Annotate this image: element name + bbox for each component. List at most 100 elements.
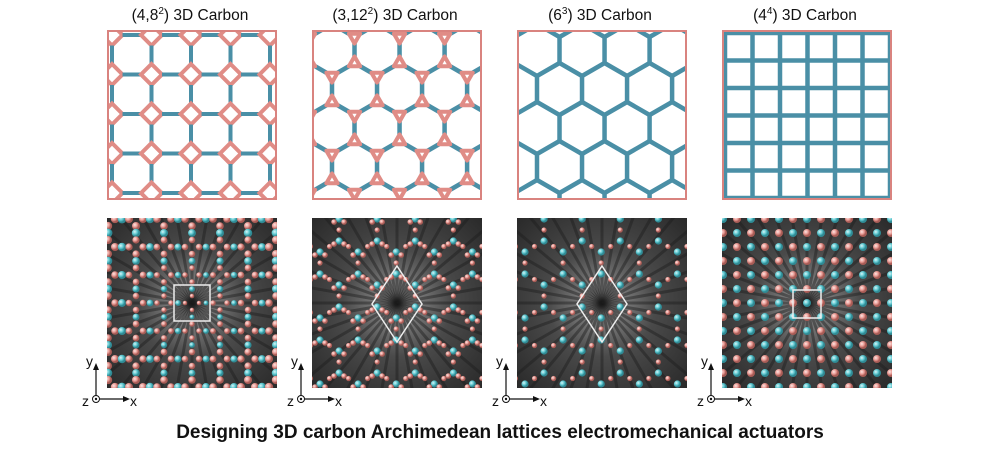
bond [557, 138, 585, 157]
atom-cyan [373, 281, 381, 289]
atom-cyan [673, 380, 682, 388]
atom-pink [517, 310, 519, 315]
panel-title-44: (44) 3D Carbon [753, 6, 857, 24]
depth-streak [806, 270, 892, 305]
atom-pink [312, 384, 318, 388]
depth-streak [774, 218, 809, 304]
atom-cyan [117, 326, 127, 336]
square-ring [256, 30, 277, 49]
atom-cyan [845, 341, 853, 349]
atom-pink [139, 243, 147, 251]
atom-pink [209, 355, 217, 363]
atom-cyan [230, 271, 238, 279]
atom-pink [272, 292, 277, 300]
atom-cyan [540, 281, 548, 289]
depth-streak [107, 301, 193, 336]
triangle-ring [414, 171, 430, 186]
bond [669, 99, 687, 114]
atom-cyan [117, 382, 127, 388]
bond [624, 138, 652, 157]
atom-pink [441, 243, 447, 250]
atom-pink [531, 309, 538, 316]
triangle-ring [391, 31, 408, 46]
atom-pink [412, 359, 418, 365]
depth-streak [722, 252, 808, 305]
atom-pink [479, 243, 482, 250]
unit-cell-box [792, 289, 822, 319]
atom-cyan [831, 355, 839, 363]
atom-pink [139, 271, 147, 279]
lattice-482-diagram [107, 30, 277, 200]
triangle-ring [436, 132, 453, 147]
atom-pink [216, 236, 224, 244]
atom-pink [322, 252, 328, 258]
atom-pink [182, 272, 188, 278]
atom-pink [217, 265, 223, 271]
atom-pink [550, 375, 557, 382]
triangle-ring [436, 109, 453, 124]
atom-pink [360, 318, 366, 324]
atom-pink [243, 375, 253, 385]
atom-pink [322, 274, 328, 280]
atom-cyan [873, 285, 881, 293]
bond [359, 103, 373, 114]
atom-pink [217, 335, 223, 341]
depth-streak [190, 302, 225, 388]
depth-streak [364, 218, 399, 304]
atom-pink [474, 340, 481, 346]
atom-cyan [722, 355, 727, 363]
atom-cyan [373, 347, 381, 355]
atom-cyan [540, 218, 548, 223]
atom-pink [195, 243, 203, 251]
triangle-ring [391, 132, 408, 147]
atom-cyan [635, 336, 643, 344]
atom-pink [627, 375, 633, 382]
atom-pink [350, 318, 356, 324]
atom-pink [441, 342, 447, 349]
lattice-63-diagram [517, 30, 687, 200]
atom-pink [355, 326, 361, 332]
atom-cyan [354, 248, 362, 256]
atom-pink [398, 384, 405, 388]
bond [602, 177, 630, 196]
atom-cyan [160, 341, 168, 349]
atom-cyan [258, 271, 266, 279]
atom-pink [479, 375, 482, 382]
atom-pink [132, 292, 140, 300]
triangle-ring [414, 70, 430, 85]
atom-cyan [271, 368, 277, 378]
depth-streak [191, 270, 277, 305]
panel-title-482: (4,82) 3D Carbon [131, 6, 249, 24]
atom-pink [139, 355, 147, 363]
square-ring [138, 30, 165, 49]
atom-cyan [216, 341, 224, 349]
atom-pink [431, 260, 437, 266]
depth-streak [191, 286, 277, 305]
atom-pink [181, 243, 189, 251]
atom-pink [445, 351, 452, 357]
atom-cyan [174, 355, 182, 363]
lattice-frame [107, 30, 277, 200]
square-ring [217, 30, 244, 49]
depth-streak [175, 218, 194, 304]
atom-cyan [132, 369, 140, 377]
atom-pink [345, 276, 352, 283]
atom-pink [350, 252, 356, 258]
atom-cyan [107, 368, 113, 378]
atom-pink [665, 342, 671, 349]
atom-cyan [244, 285, 252, 293]
atom-cyan [271, 228, 277, 238]
depth-streak [585, 218, 604, 304]
atom-cyan [335, 281, 343, 289]
atom-pink [873, 271, 881, 279]
atom-pink [450, 293, 456, 299]
atom-pink [887, 229, 892, 237]
atom-cyan [373, 369, 381, 377]
depth-streak [191, 301, 277, 354]
atom-pink [189, 265, 195, 271]
depth-streak [528, 218, 604, 304]
depth-streak [159, 218, 194, 304]
atom-pink [733, 271, 741, 279]
atomistic-63-image [517, 218, 687, 388]
atom-cyan [831, 327, 839, 335]
